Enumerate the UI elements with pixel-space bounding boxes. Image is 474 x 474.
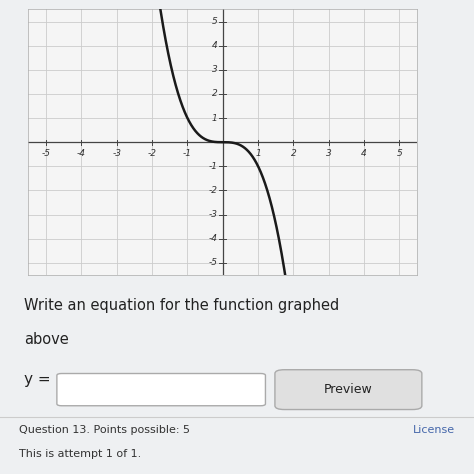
Text: 1: 1 <box>212 114 218 123</box>
Text: above: above <box>24 332 68 347</box>
Text: -2: -2 <box>147 149 156 158</box>
Text: 2: 2 <box>212 90 218 99</box>
Text: Question 13. Points possible: 5: Question 13. Points possible: 5 <box>19 425 190 435</box>
Text: 5: 5 <box>212 17 218 26</box>
Text: -4: -4 <box>77 149 86 158</box>
Text: This is attempt 1 of 1.: This is attempt 1 of 1. <box>19 449 141 459</box>
Text: -3: -3 <box>209 210 218 219</box>
Text: 3: 3 <box>326 149 332 158</box>
Text: -2: -2 <box>209 186 218 195</box>
Text: 1: 1 <box>255 149 261 158</box>
Text: Preview: Preview <box>324 383 373 396</box>
Text: -4: -4 <box>209 234 218 243</box>
Text: 2: 2 <box>291 149 296 158</box>
Text: 4: 4 <box>361 149 367 158</box>
FancyBboxPatch shape <box>57 374 265 406</box>
Text: y =: y = <box>24 372 50 387</box>
Text: -3: -3 <box>112 149 121 158</box>
Text: 3: 3 <box>212 65 218 74</box>
Text: 5: 5 <box>397 149 402 158</box>
Text: Write an equation for the function graphed: Write an equation for the function graph… <box>24 298 339 313</box>
Text: -5: -5 <box>42 149 51 158</box>
FancyBboxPatch shape <box>275 370 422 410</box>
Text: License: License <box>413 425 455 435</box>
Text: -5: -5 <box>209 258 218 267</box>
Text: 4: 4 <box>212 41 218 50</box>
Text: -1: -1 <box>209 162 218 171</box>
Text: -1: -1 <box>183 149 192 158</box>
